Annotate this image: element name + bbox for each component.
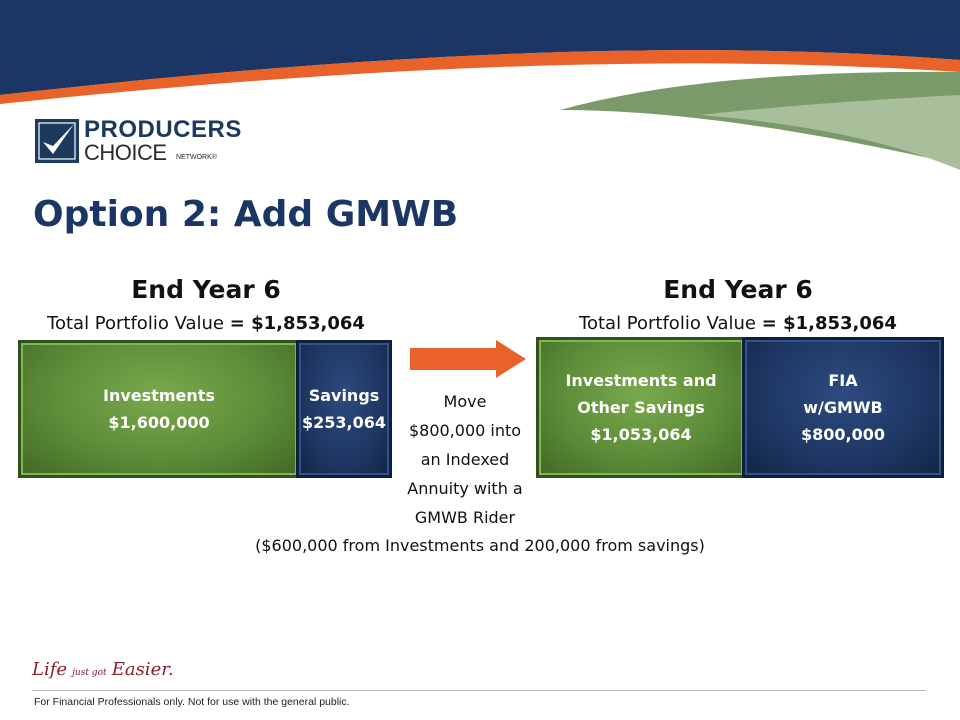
fia-value: $800,000 [800,425,885,444]
investments-other-label-2: Other Savings [577,398,705,417]
footer-divider [32,690,926,691]
tagline-just-got: just got [72,668,107,678]
transfer-line-3: an Indexed [420,450,510,469]
investments-other-label-1: Investments and [565,371,717,390]
left-total-line: Total Portfolio Value = $1,853,064 [16,313,396,334]
fia-label: FIA [828,371,858,390]
right-group-heading: End Year 6 [663,275,813,304]
left-total-label: Total Portfolio Value [47,313,224,334]
tagline: Life just got Easier. [32,659,174,680]
savings-label: Savings [308,386,380,405]
fia-gmwb-bar: FIA w/GMWB $800,000 [742,337,944,478]
investments-other-savings-bar: Investments and Other Savings $1,053,064 [536,337,746,478]
transfer-line-2: $800,000 into [408,421,522,440]
investments-label: Investments [103,386,215,405]
right-arrow-icon [410,340,526,378]
savings-value: $253,064 [301,413,386,432]
source-footnote: ($600,000 from Investments and 200,000 f… [255,536,705,555]
logo-text-choice: CHOICE [84,140,167,165]
tagline-life: Life [32,659,68,680]
page-title: Option 2: Add GMWB [33,194,459,235]
tagline-easier: Easier. [111,659,174,680]
right-total-line: Total Portfolio Value = $1,853,064 [548,313,928,334]
right-total-value: = $1,853,064 [761,313,897,334]
transfer-line-5: GMWB Rider [414,508,516,527]
transfer-description: Move $800,000 into an Indexed Annuity wi… [390,387,540,532]
transfer-line-4: Annuity with a [407,479,523,498]
header-banner [0,0,960,170]
gmwb-label: w/GMWB [803,398,883,417]
left-total-value: = $1,853,064 [229,313,365,334]
checkmark-icon [35,119,79,163]
investments-other-value: $1,053,064 [590,425,692,444]
savings-bar: Savings $253,064 [296,340,392,478]
logo-text-network: NETWORK® [176,154,217,161]
investments-value: $1,600,000 [108,413,210,432]
logo-text-producers: PRODUCERS [84,116,242,143]
disclaimer: For Financial Professionals only. Not fo… [34,696,350,708]
right-total-label: Total Portfolio Value [579,313,756,334]
investments-bar: Investments $1,600,000 [18,340,300,478]
left-group-heading: End Year 6 [131,275,281,304]
transfer-line-1: Move [443,392,487,411]
